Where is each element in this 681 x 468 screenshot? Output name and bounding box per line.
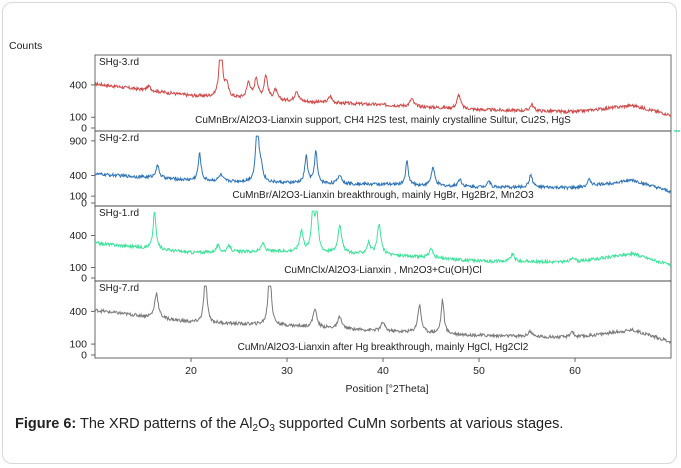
y-tick-label-400: 400	[69, 79, 87, 91]
y-tick-label-100: 100	[69, 339, 87, 351]
caption-label: Figure 6:	[15, 416, 77, 432]
x-tick-label-50: 50	[473, 365, 485, 377]
caption-sub-3: 3	[269, 423, 275, 434]
figure-caption: Figure 6: The XRD patterns of the Al2O3 …	[15, 413, 670, 435]
panel-shg-7-rd-pattern-line	[94, 285, 672, 345]
caption-sub-2: 2	[252, 423, 259, 434]
x-tick-label-20: 20	[185, 365, 197, 377]
y-tick-label-0: 0	[81, 198, 87, 210]
y-tick-label-0: 0	[81, 273, 87, 285]
x-tick-label-60: 60	[569, 365, 581, 377]
x-axis: 20 30 40 50 60	[185, 358, 581, 377]
caption-text-mid: O	[258, 416, 270, 432]
x-tick-label-30: 30	[281, 365, 293, 377]
panel-shg-1-rd-annotation: CuMnClx/Al2O3-Lianxin , Mn2O3+Cu(OH)Cl	[284, 265, 482, 276]
panel-shg-2-rd-annotation: CuMnBr/Al2O3-Lianxin breakthrough, mainl…	[232, 190, 534, 201]
panel-shg-1-rd-pattern-line	[94, 210, 672, 268]
y-axis-label: Counts	[9, 40, 42, 52]
panel-shg-7-rd-annotation: CuMn/Al2O3-Lianxin after Hg breakthrough…	[238, 342, 529, 353]
y-tick-label-0: 0	[81, 350, 87, 362]
y-tick-label-0: 0	[81, 123, 87, 135]
panel-shg-7-rd-sample-name: SHg-7.rd	[99, 283, 139, 294]
panel-shg-2-rd-pattern-line	[94, 135, 672, 194]
x-tick-label-40: 40	[377, 365, 389, 377]
xrd-figure: Counts 0100400SHg-3.rdCuMnBrx/Al2O3-Lian…	[9, 40, 680, 395]
y-tick-label-100: 100	[69, 262, 87, 274]
panel-shg-3-rd-annotation: CuMnBrx/Al2O3-Lianxin support, CH4 H2S t…	[195, 115, 571, 126]
panel-shg-3-rd-pattern-line	[95, 59, 672, 117]
caption-text-before: The XRD patterns of the Al	[80, 416, 253, 432]
y-tick-label-400: 400	[69, 306, 87, 318]
y-tick-label-900: 900	[69, 135, 87, 147]
panel-shg-1-rd-sample-name: SHg-1.rd	[99, 208, 139, 219]
y-tick-label-100: 100	[69, 112, 87, 124]
panel-shg-3-rd-sample-name: SHg-3.rd	[99, 57, 139, 68]
y-tick-label-100: 100	[69, 191, 87, 203]
panel-shg-2-rd-sample-name: SHg-2.rd	[99, 133, 139, 144]
x-axis-label: Position [°2Theta]	[346, 383, 429, 395]
y-tick-label-400: 400	[69, 170, 87, 182]
y-tick-label-400: 400	[69, 230, 87, 242]
caption-text-after: supported CuMn sorbents at various stage…	[274, 416, 564, 432]
